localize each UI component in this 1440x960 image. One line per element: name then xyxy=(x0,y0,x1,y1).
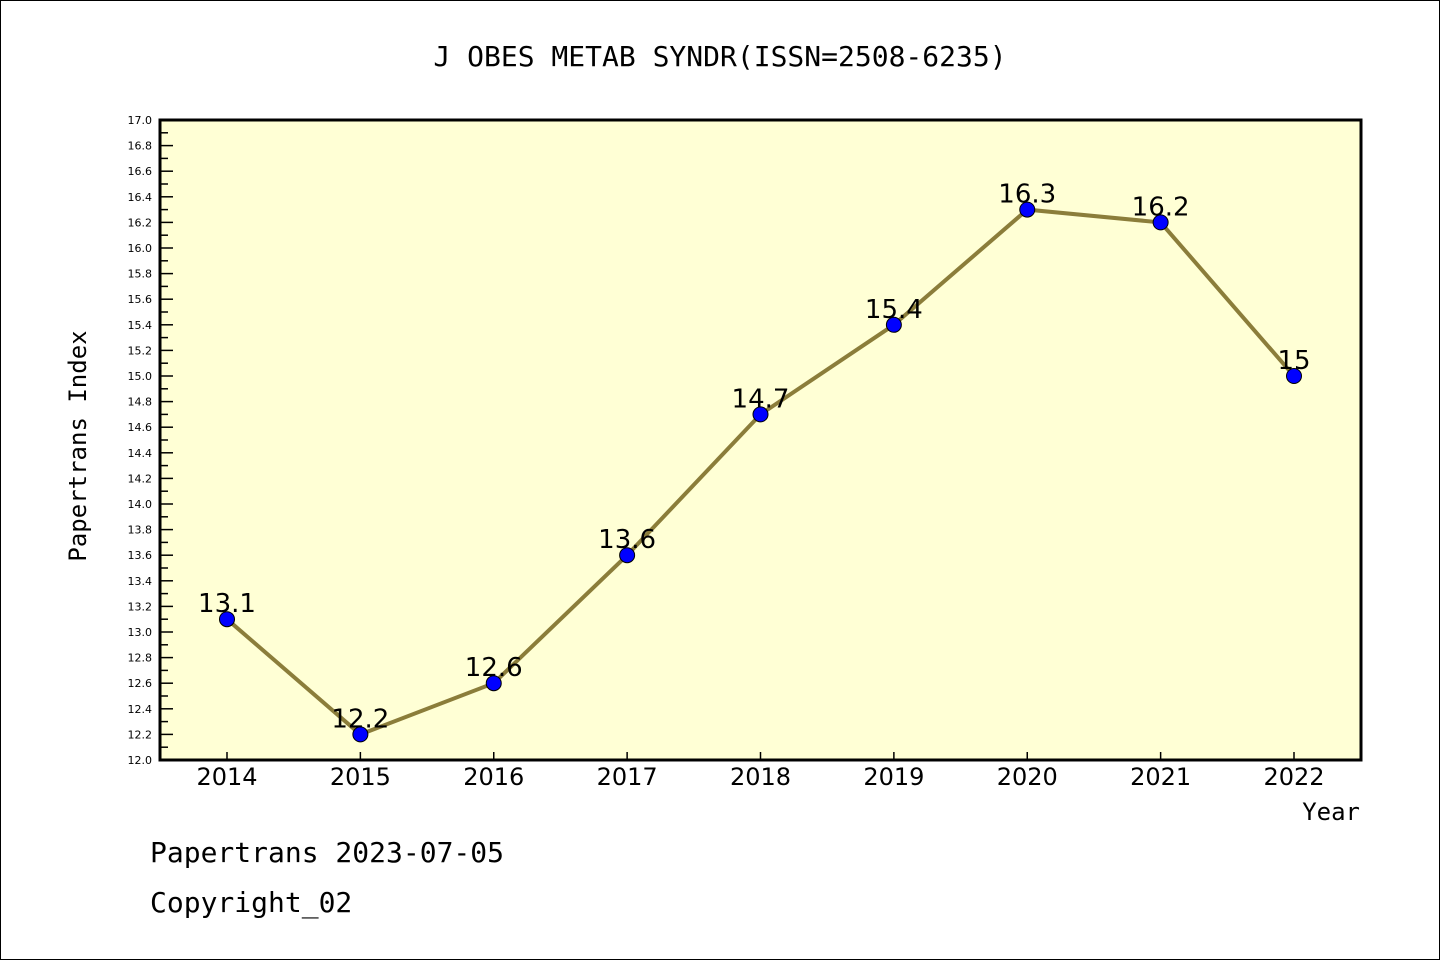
data-label: 16.2 xyxy=(1132,192,1190,222)
x-tick-label: 2021 xyxy=(1130,763,1191,791)
data-label: 15 xyxy=(1277,346,1310,376)
data-label: 16.3 xyxy=(998,180,1056,210)
y-tick-label: 12.8 xyxy=(128,652,153,665)
data-point xyxy=(752,406,769,423)
data-label: 12.6 xyxy=(465,653,523,683)
y-tick-label: 12.6 xyxy=(128,677,153,690)
data-point xyxy=(219,611,235,628)
data-point xyxy=(885,316,902,333)
data-point xyxy=(1286,368,1302,384)
data-label: 14.7 xyxy=(732,384,790,414)
y-tick-label: 14.4 xyxy=(128,447,153,460)
y-tick-label: 15.6 xyxy=(128,293,153,306)
y-tick-label: 16.8 xyxy=(128,140,153,153)
footer-date: Papertrans 2023-07-05 xyxy=(150,836,505,869)
y-tick-label: 13.4 xyxy=(128,575,153,588)
y-tick-label: 16.4 xyxy=(128,191,153,204)
x-tick-label: 2019 xyxy=(863,763,924,791)
data-point xyxy=(485,675,502,692)
x-tick-label: 2017 xyxy=(597,763,658,791)
x-tick-label: 2022 xyxy=(1263,763,1324,791)
data-point xyxy=(1152,214,1169,231)
y-tick-label: 15.8 xyxy=(128,268,153,281)
x-tick-label: 2015 xyxy=(330,763,391,791)
y-tick-label: 16.6 xyxy=(128,165,153,178)
x-axis-label: Year xyxy=(1302,798,1360,826)
data-point xyxy=(1019,201,1036,218)
y-tick-label: 14.8 xyxy=(128,396,153,409)
data-label: 12.2 xyxy=(331,704,389,734)
x-tick-label: 2020 xyxy=(997,763,1058,791)
plot-border xyxy=(158,118,1363,762)
y-tick-label: 14.0 xyxy=(128,498,153,511)
y-tick-label: 13.0 xyxy=(128,626,153,639)
y-tick-label: 16.2 xyxy=(128,216,153,229)
y-tick-label: 12.4 xyxy=(128,703,153,716)
data-point xyxy=(352,726,369,743)
x-tick-label: 2014 xyxy=(196,763,257,791)
y-tick-label: 13.2 xyxy=(128,600,153,613)
y-tick-label: 12.2 xyxy=(128,728,153,741)
y-tick-label: 17.0 xyxy=(128,114,153,127)
y-tick-label: 15.2 xyxy=(128,344,153,357)
y-tick-label: 14.6 xyxy=(128,421,153,434)
data-label: 13.1 xyxy=(198,589,256,619)
data-label: 15.4 xyxy=(865,295,923,325)
y-axis-label: Papertrans Index xyxy=(64,330,92,561)
y-tick-label: 15.4 xyxy=(128,319,153,332)
y-tick-label: 13.8 xyxy=(128,524,153,537)
y-tick-label: 13.6 xyxy=(128,549,153,562)
data-label: 13.6 xyxy=(598,525,656,555)
x-tick-label: 2016 xyxy=(463,763,524,791)
y-tick-label: 12.0 xyxy=(128,754,153,767)
data-point xyxy=(619,547,636,564)
y-tick-label: 15.0 xyxy=(128,370,153,383)
y-tick-label: 16.0 xyxy=(128,242,153,255)
footer-copyright: Copyright_02 xyxy=(150,886,353,919)
chart-title: J OBES METAB SYNDR(ISSN=2508-6235) xyxy=(433,40,1006,73)
y-tick-label: 14.2 xyxy=(128,472,153,485)
x-tick-label: 2018 xyxy=(730,763,791,791)
